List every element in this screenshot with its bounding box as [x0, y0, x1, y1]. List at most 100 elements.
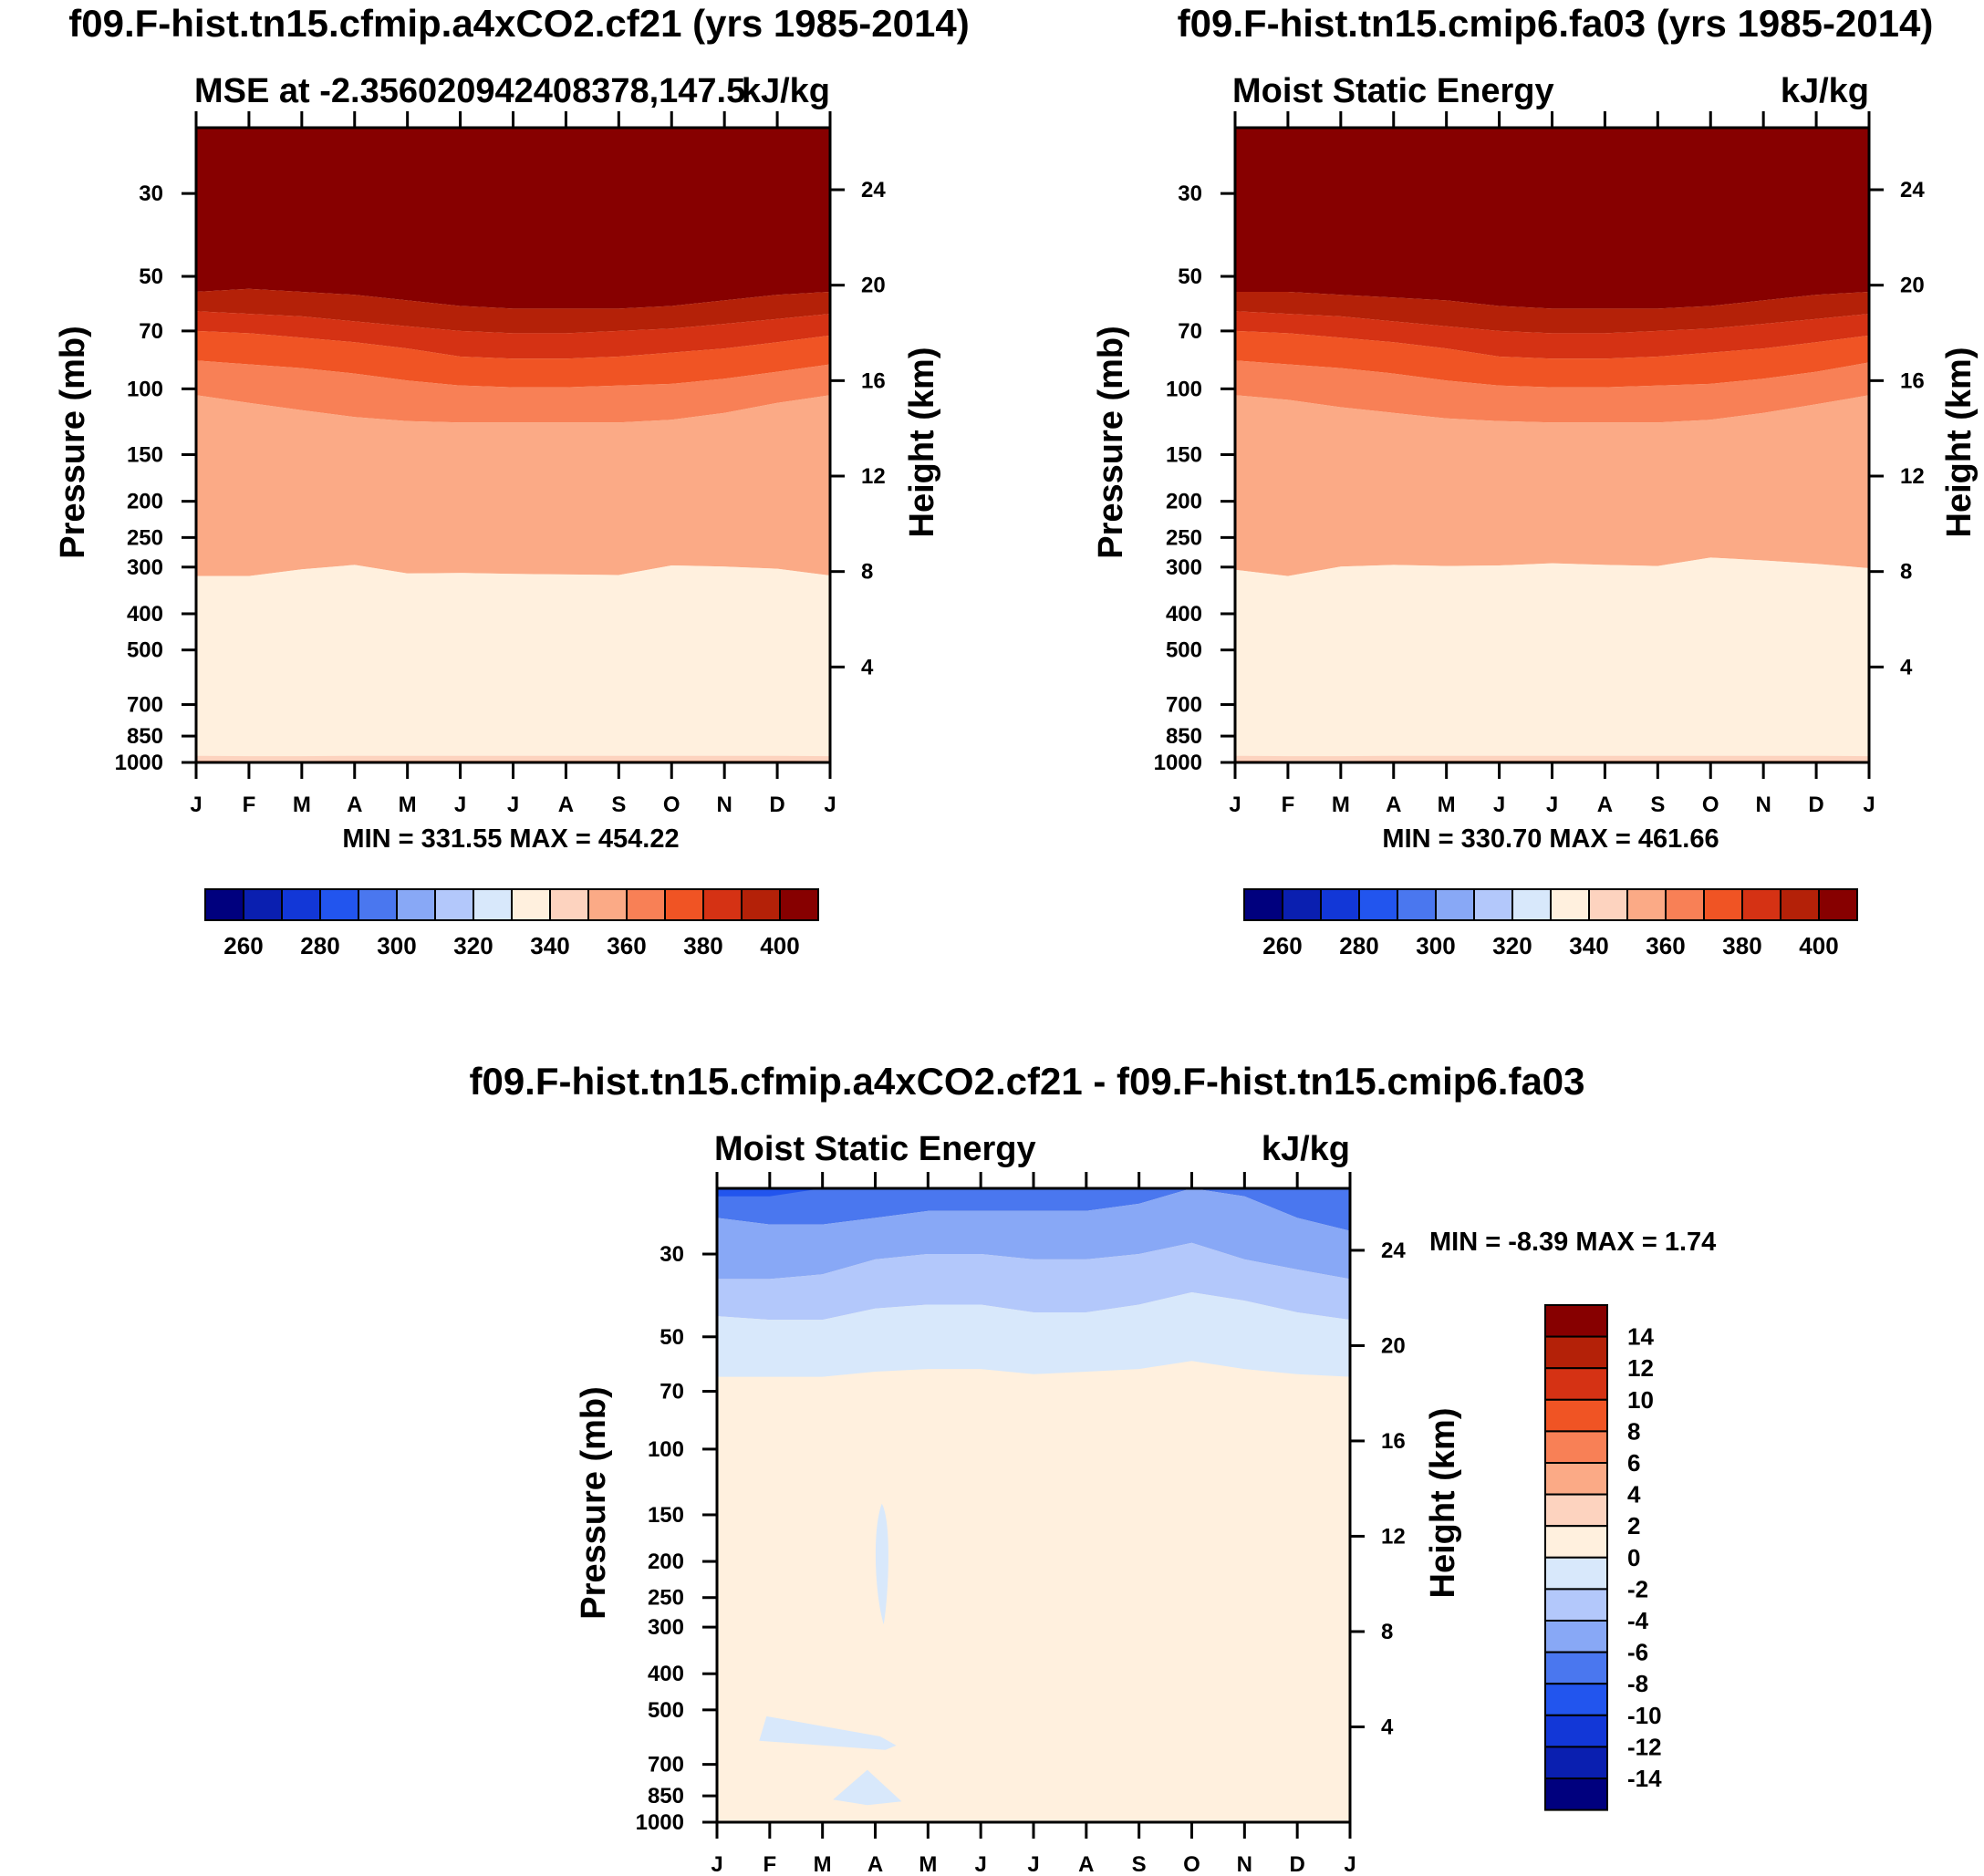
- panel-c-title: f09.F-hist.tn15.cfmip.a4xCO2.cf21 - f09.…: [469, 1060, 1584, 1103]
- x-tick-label: J: [507, 793, 519, 817]
- colorbar-label: 12: [1627, 1354, 1654, 1382]
- contour-blob: [833, 1769, 902, 1806]
- colorbar-box: [1397, 888, 1437, 921]
- colorbar-box: [702, 888, 743, 921]
- contour-blob: [875, 1503, 888, 1625]
- panel-a-ylabel: Pressure (mb): [54, 326, 92, 559]
- x-tick-label: J: [1027, 1852, 1039, 1876]
- panel-a-colorbar: 260 280 300 320 340 360 380 400: [204, 888, 819, 959]
- y-tick-label: 150: [127, 442, 163, 467]
- x-tick-label: M: [1438, 793, 1456, 817]
- y-tick-label: 850: [127, 724, 163, 749]
- y-tick-label: 50: [660, 1325, 684, 1350]
- colorbar-box: [1473, 888, 1513, 921]
- x-tick-label: M: [814, 1852, 832, 1876]
- colorbar-box: [1544, 1683, 1608, 1716]
- y-tick-label: 1000: [636, 1810, 684, 1835]
- colorbar-box: [1544, 1493, 1608, 1528]
- colorbar-label: 300: [377, 932, 416, 959]
- colorbar-box: [1703, 888, 1743, 921]
- panel-b-plot: J F M A M J J A S O N D J 30 50 70 100 150 200 250 300 400 500…: [1154, 111, 1925, 817]
- contour-band: [1235, 395, 1869, 576]
- colorbar-box: [1544, 1746, 1608, 1780]
- colorbar-box: [1544, 1304, 1608, 1338]
- colorbar-box: [1544, 1620, 1608, 1653]
- x-tick-label: O: [663, 793, 680, 817]
- y2-tick-label: 8: [861, 560, 873, 585]
- colorbar-box: [1243, 888, 1283, 921]
- colorbar-box: [281, 888, 321, 921]
- y-tick-label: 150: [1166, 442, 1202, 467]
- colorbar-label: 6: [1627, 1449, 1640, 1477]
- colorbar-box: [1741, 888, 1781, 921]
- colorbar-box: [1544, 1714, 1608, 1748]
- y2-tick-label: 20: [1900, 274, 1925, 298]
- x-tick-label: F: [763, 1852, 776, 1876]
- y-tick-label: 50: [1178, 264, 1202, 289]
- colorbar-box: [1435, 888, 1475, 921]
- panel-c: f09.F-hist.tn15.cfmip.a4xCO2.cf21 - f09.…: [469, 1060, 1716, 1876]
- y-tick-label: 150: [648, 1503, 684, 1528]
- y-tick-label: 850: [1166, 724, 1202, 749]
- x-tick-label: N: [716, 793, 732, 817]
- y-tick-label: 30: [1178, 181, 1202, 206]
- x-tick-label: N: [1237, 1852, 1252, 1876]
- colorbar-box: [626, 888, 666, 921]
- panel-c-stats: MIN = -8.39 MAX = 1.74: [1429, 1228, 1716, 1257]
- colorbar-box: [1544, 1651, 1608, 1685]
- y-tick-label: 400: [648, 1662, 684, 1686]
- colorbar-label: 320: [1492, 932, 1532, 959]
- colorbar-label: 400: [760, 932, 799, 959]
- y-tick-label: 70: [1178, 319, 1202, 344]
- y2-tick-label: 24: [1900, 178, 1925, 202]
- panel-a-subtitle-right: kJ/kg: [742, 72, 830, 110]
- colorbar-label: 4: [1627, 1481, 1641, 1508]
- x-tick-label: O: [1702, 793, 1719, 817]
- x-tick-label: J: [824, 793, 836, 817]
- y2-tick-label: 12: [861, 464, 886, 489]
- panel-a-subtitle-left: MSE at -2.35602094240837​8,147.5: [194, 72, 745, 110]
- colorbar-label: 380: [1722, 932, 1761, 959]
- y2-tick-label: 8: [1381, 1620, 1393, 1644]
- x-tick-label: A: [1386, 793, 1401, 817]
- y2-tick-label: 4: [1900, 655, 1913, 679]
- panel-b-y2label: Height (km): [1940, 347, 1979, 538]
- colorbar-box: [1588, 888, 1628, 921]
- colorbar-box: [204, 888, 244, 921]
- colorbar-box: [319, 888, 359, 921]
- colorbar-label: 360: [607, 932, 646, 959]
- colorbar-box: [1818, 888, 1858, 921]
- contour-band: [196, 565, 830, 762]
- x-tick-label: J: [1344, 1852, 1356, 1876]
- y-tick-label: 1000: [115, 751, 163, 775]
- x-tick-label: J: [454, 793, 466, 817]
- colorbar-box: [1665, 888, 1705, 921]
- y-tick-label: 200: [127, 490, 163, 514]
- panel-c-subtitle-right: kJ/kg: [1262, 1130, 1350, 1168]
- contour-blob: [759, 1715, 897, 1750]
- y-tick-label: 100: [648, 1437, 684, 1462]
- y2-tick-label: 24: [861, 178, 886, 202]
- colorbar-label: 360: [1646, 932, 1685, 959]
- colorbar-box: [396, 888, 436, 921]
- contour-band: [1235, 330, 1869, 388]
- colorbar-box: [1626, 888, 1667, 921]
- x-tick-label: A: [1078, 1852, 1094, 1876]
- panel-a-plot: J F M A M J J A S O N D J 30 50 70 100 150 200 250 300 400 500…: [115, 111, 886, 817]
- y-tick-label: 300: [1166, 555, 1202, 580]
- x-tick-label: J: [190, 793, 202, 817]
- x-tick-label: J: [1229, 793, 1241, 817]
- colorbar-label: 10: [1627, 1386, 1654, 1414]
- contour-band: [196, 395, 830, 576]
- panel-c-colorbar: 14 12 10 8 6 4 2 0 -2 -4 -6 -8 -10 -12 -14: [1544, 1304, 1662, 1811]
- colorbar-box: [1320, 888, 1360, 921]
- colorbar-box: [779, 888, 819, 921]
- panel-c-plot: J F M A M J J A S O N D J 30 50 70 100 150 200 250 300 400 500…: [636, 1172, 1406, 1876]
- y2-tick-label: 20: [1381, 1333, 1406, 1358]
- panel-b-subtitle-left: Moist Static Energy: [1232, 72, 1554, 110]
- contour-band: [196, 755, 830, 762]
- contour-band: [1235, 557, 1869, 762]
- x-tick-label: F: [1282, 793, 1295, 817]
- x-tick-label: M: [1332, 793, 1350, 817]
- colorbar-box: [664, 888, 704, 921]
